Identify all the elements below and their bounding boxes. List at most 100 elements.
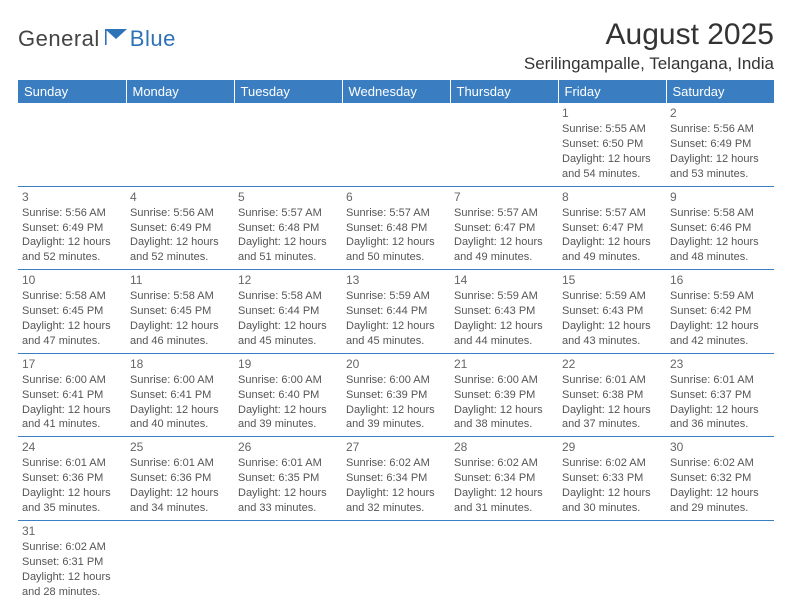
calendar-empty-cell xyxy=(450,520,558,603)
daylight-line: Daylight: 12 hours and 38 minutes. xyxy=(454,403,554,433)
sunrise-line: Sunrise: 5:56 AM xyxy=(130,206,230,221)
sunrise-line: Sunrise: 6:01 AM xyxy=(130,456,230,471)
sunrise-line: Sunrise: 6:00 AM xyxy=(130,373,230,388)
daylight-line: Daylight: 12 hours and 45 minutes. xyxy=(238,319,338,349)
calendar-week-row: 10Sunrise: 5:58 AMSunset: 6:45 PMDayligh… xyxy=(18,270,774,354)
sunset-line: Sunset: 6:49 PM xyxy=(670,137,770,152)
sunset-line: Sunset: 6:34 PM xyxy=(346,471,446,486)
day-number: 6 xyxy=(346,189,446,205)
sunrise-line: Sunrise: 6:02 AM xyxy=(22,540,122,555)
day-number: 8 xyxy=(562,189,662,205)
calendar-week-row: 3Sunrise: 5:56 AMSunset: 6:49 PMDaylight… xyxy=(18,186,774,270)
sunset-line: Sunset: 6:47 PM xyxy=(562,221,662,236)
sunrise-line: Sunrise: 5:58 AM xyxy=(130,289,230,304)
calendar-day-cell: 10Sunrise: 5:58 AMSunset: 6:45 PMDayligh… xyxy=(18,270,126,354)
calendar-day-cell: 7Sunrise: 5:57 AMSunset: 6:47 PMDaylight… xyxy=(450,186,558,270)
sunrise-line: Sunrise: 6:00 AM xyxy=(22,373,122,388)
calendar-day-cell: 18Sunrise: 6:00 AMSunset: 6:41 PMDayligh… xyxy=(126,353,234,437)
sunset-line: Sunset: 6:36 PM xyxy=(22,471,122,486)
day-number: 26 xyxy=(238,439,338,455)
sunset-line: Sunset: 6:44 PM xyxy=(238,304,338,319)
flag-icon xyxy=(105,29,127,50)
calendar-day-cell: 6Sunrise: 5:57 AMSunset: 6:48 PMDaylight… xyxy=(342,186,450,270)
calendar-empty-cell xyxy=(666,520,774,603)
day-number: 16 xyxy=(670,272,770,288)
calendar-day-cell: 16Sunrise: 5:59 AMSunset: 6:42 PMDayligh… xyxy=(666,270,774,354)
calendar-empty-cell xyxy=(450,103,558,186)
sunrise-line: Sunrise: 6:01 AM xyxy=(562,373,662,388)
daylight-line: Daylight: 12 hours and 37 minutes. xyxy=(562,403,662,433)
daylight-line: Daylight: 12 hours and 31 minutes. xyxy=(454,486,554,516)
calendar-day-cell: 22Sunrise: 6:01 AMSunset: 6:38 PMDayligh… xyxy=(558,353,666,437)
daylight-line: Daylight: 12 hours and 39 minutes. xyxy=(238,403,338,433)
calendar-day-cell: 12Sunrise: 5:58 AMSunset: 6:44 PMDayligh… xyxy=(234,270,342,354)
sunset-line: Sunset: 6:44 PM xyxy=(346,304,446,319)
daylight-line: Daylight: 12 hours and 41 minutes. xyxy=(22,403,122,433)
sunrise-line: Sunrise: 5:59 AM xyxy=(454,289,554,304)
calendar-week-row: 17Sunrise: 6:00 AMSunset: 6:41 PMDayligh… xyxy=(18,353,774,437)
daylight-line: Daylight: 12 hours and 34 minutes. xyxy=(130,486,230,516)
sunset-line: Sunset: 6:33 PM xyxy=(562,471,662,486)
calendar-day-cell: 23Sunrise: 6:01 AMSunset: 6:37 PMDayligh… xyxy=(666,353,774,437)
sunset-line: Sunset: 6:40 PM xyxy=(238,388,338,403)
day-number: 25 xyxy=(130,439,230,455)
day-header: Wednesday xyxy=(342,80,450,103)
sunrise-line: Sunrise: 6:01 AM xyxy=(238,456,338,471)
calendar-day-cell: 15Sunrise: 5:59 AMSunset: 6:43 PMDayligh… xyxy=(558,270,666,354)
day-number: 15 xyxy=(562,272,662,288)
day-number: 14 xyxy=(454,272,554,288)
calendar-day-cell: 11Sunrise: 5:58 AMSunset: 6:45 PMDayligh… xyxy=(126,270,234,354)
sunset-line: Sunset: 6:46 PM xyxy=(670,221,770,236)
daylight-line: Daylight: 12 hours and 52 minutes. xyxy=(130,235,230,265)
daylight-line: Daylight: 12 hours and 50 minutes. xyxy=(346,235,446,265)
sunset-line: Sunset: 6:43 PM xyxy=(562,304,662,319)
calendar-empty-cell xyxy=(126,103,234,186)
day-header-row: SundayMondayTuesdayWednesdayThursdayFrid… xyxy=(18,80,774,103)
sunrise-line: Sunrise: 6:00 AM xyxy=(238,373,338,388)
calendar-day-cell: 30Sunrise: 6:02 AMSunset: 6:32 PMDayligh… xyxy=(666,437,774,521)
sunrise-line: Sunrise: 6:01 AM xyxy=(670,373,770,388)
daylight-line: Daylight: 12 hours and 54 minutes. xyxy=(562,152,662,182)
day-number: 28 xyxy=(454,439,554,455)
calendar-day-cell: 9Sunrise: 5:58 AMSunset: 6:46 PMDaylight… xyxy=(666,186,774,270)
day-number: 17 xyxy=(22,356,122,372)
daylight-line: Daylight: 12 hours and 49 minutes. xyxy=(562,235,662,265)
day-number: 10 xyxy=(22,272,122,288)
day-header: Monday xyxy=(126,80,234,103)
page-header: General Blue August 2025 Serilingampalle… xyxy=(18,18,774,74)
sunrise-line: Sunrise: 5:57 AM xyxy=(562,206,662,221)
sunset-line: Sunset: 6:37 PM xyxy=(670,388,770,403)
day-number: 1 xyxy=(562,105,662,121)
day-header: Thursday xyxy=(450,80,558,103)
sunrise-line: Sunrise: 6:02 AM xyxy=(670,456,770,471)
calendar-empty-cell xyxy=(342,520,450,603)
daylight-line: Daylight: 12 hours and 42 minutes. xyxy=(670,319,770,349)
calendar-empty-cell xyxy=(234,103,342,186)
daylight-line: Daylight: 12 hours and 30 minutes. xyxy=(562,486,662,516)
calendar-empty-cell xyxy=(558,520,666,603)
daylight-line: Daylight: 12 hours and 47 minutes. xyxy=(22,319,122,349)
sunset-line: Sunset: 6:45 PM xyxy=(22,304,122,319)
daylight-line: Daylight: 12 hours and 40 minutes. xyxy=(130,403,230,433)
calendar-empty-cell xyxy=(126,520,234,603)
daylight-line: Daylight: 12 hours and 48 minutes. xyxy=(670,235,770,265)
calendar-day-cell: 2Sunrise: 5:56 AMSunset: 6:49 PMDaylight… xyxy=(666,103,774,186)
sunset-line: Sunset: 6:45 PM xyxy=(130,304,230,319)
sunrise-line: Sunrise: 5:57 AM xyxy=(238,206,338,221)
calendar-week-row: 24Sunrise: 6:01 AMSunset: 6:36 PMDayligh… xyxy=(18,437,774,521)
sunrise-line: Sunrise: 5:57 AM xyxy=(346,206,446,221)
sunset-line: Sunset: 6:34 PM xyxy=(454,471,554,486)
calendar-day-cell: 21Sunrise: 6:00 AMSunset: 6:39 PMDayligh… xyxy=(450,353,558,437)
daylight-line: Daylight: 12 hours and 39 minutes. xyxy=(346,403,446,433)
location-subtitle: Serilingampalle, Telangana, India xyxy=(524,54,774,74)
sunrise-line: Sunrise: 6:01 AM xyxy=(22,456,122,471)
sunset-line: Sunset: 6:31 PM xyxy=(22,555,122,570)
daylight-line: Daylight: 12 hours and 32 minutes. xyxy=(346,486,446,516)
daylight-line: Daylight: 12 hours and 33 minutes. xyxy=(238,486,338,516)
sunrise-line: Sunrise: 5:58 AM xyxy=(670,206,770,221)
sunset-line: Sunset: 6:49 PM xyxy=(22,221,122,236)
logo: General Blue xyxy=(18,26,176,52)
day-number: 4 xyxy=(130,189,230,205)
month-title: August 2025 xyxy=(524,18,774,52)
day-number: 30 xyxy=(670,439,770,455)
